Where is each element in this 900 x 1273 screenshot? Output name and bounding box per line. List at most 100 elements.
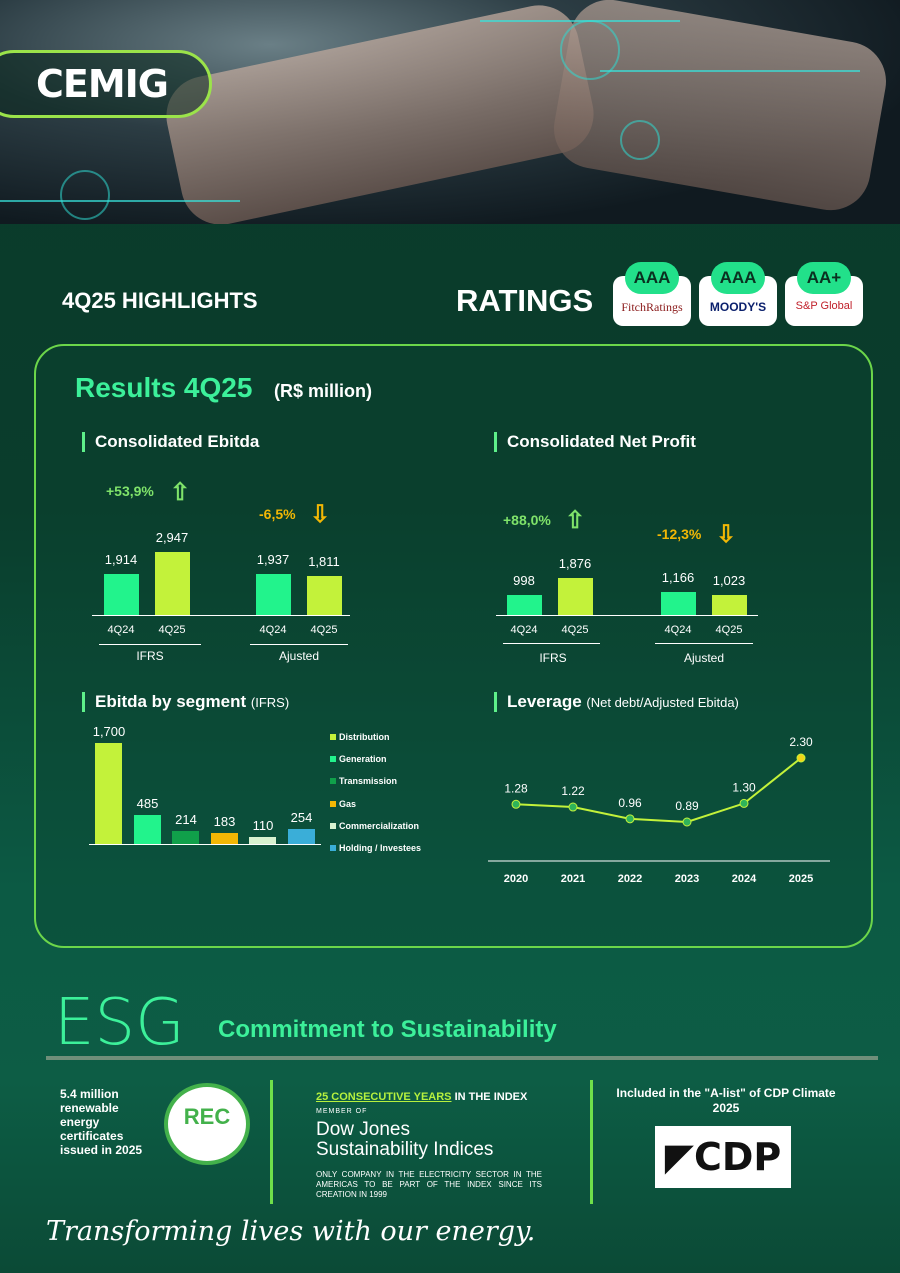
chart-bar xyxy=(558,578,593,615)
legend-label: Commercialization xyxy=(339,820,420,831)
net-profit-adj-change: -12,3% xyxy=(657,526,702,542)
data-label: 1.30 xyxy=(732,780,756,794)
x-axis xyxy=(89,844,321,845)
leverage-chart: 1.28 2020 1.22 2021 0.96 2022 0.89 2023 1.30 2024… xyxy=(488,735,830,885)
legend-swatch xyxy=(330,778,336,785)
segment-title: Ebitda by segment (IFRS) xyxy=(82,692,289,712)
tick-label: 2020 xyxy=(504,873,528,885)
divider xyxy=(270,1080,273,1204)
legend-label: Holding / Investees xyxy=(339,843,422,853)
tick-label: 4Q25 xyxy=(715,624,743,636)
cdp-logo: ◤CDP xyxy=(655,1126,791,1188)
results-card xyxy=(34,344,873,948)
esg-commitment: Commitment to Sustainability xyxy=(218,1016,557,1043)
data-label: 1,937 xyxy=(256,551,290,567)
dj-logo: Dow Jones Sustainability Indices xyxy=(316,1120,493,1160)
tick-label: 4Q24 xyxy=(664,624,692,636)
data-label: 1.28 xyxy=(504,781,528,795)
chart-bar xyxy=(661,592,696,615)
net-profit-title-text: Consolidated Net Profit xyxy=(507,432,696,451)
tick-label: 4Q24 xyxy=(259,624,287,636)
dj-name-2: Sustainability Indices xyxy=(316,1139,494,1160)
tick-label: 4Q25 xyxy=(561,624,589,636)
segment-subtitle: (IFRS) xyxy=(250,695,290,710)
group-ifrs: IFRS xyxy=(136,649,164,663)
dj-years: 25 CONSECUTIVE YEARS IN THE INDEX xyxy=(316,1091,527,1103)
agency-moodys: MOODY'S xyxy=(709,300,767,314)
arrow-down-icon: ⇩ xyxy=(716,521,737,548)
legend-label: Generation xyxy=(339,754,387,765)
dj-years-highlight: 25 CONSECUTIVE YEARS xyxy=(316,1091,452,1103)
dj-member: MEMBER OF xyxy=(316,1108,368,1115)
data-label: 1,166 xyxy=(661,570,695,585)
data-point xyxy=(568,802,578,812)
tick-label: 2025 xyxy=(789,873,813,885)
dj-note: ONLY COMPANY IN THE ELECTRICITY SECTOR I… xyxy=(316,1170,542,1199)
tick-label: 2022 xyxy=(618,873,642,885)
tick-label: 4Q25 xyxy=(158,624,186,636)
chart-bar xyxy=(104,574,139,615)
x-axis xyxy=(92,615,350,616)
chart-bar xyxy=(307,576,342,615)
dj-name-1: Dow Jones xyxy=(316,1119,410,1140)
rec-text: 5.4 million renewable energy certificate… xyxy=(60,1087,143,1157)
legend-swatch xyxy=(330,756,336,763)
rating-sp: AA+ S&P Global xyxy=(785,262,865,328)
group-line xyxy=(503,643,600,644)
data-label: 2,947 xyxy=(155,530,189,545)
segment-title-text: Ebitda by segment xyxy=(95,692,247,711)
cemig-logo: CEMIG xyxy=(36,62,169,106)
data-point xyxy=(625,814,635,824)
logo-pill xyxy=(0,50,212,118)
chart-bar xyxy=(712,594,747,615)
legend-item: Commercialization xyxy=(330,821,419,831)
legend-item: Transmission xyxy=(330,776,397,786)
legend-item: Gas xyxy=(330,799,356,809)
results-title: Results 4Q25 xyxy=(75,372,253,403)
data-label: 1.22 xyxy=(561,784,585,798)
legend-swatch xyxy=(330,734,336,740)
rec-seal xyxy=(164,1083,250,1165)
arrow-down-icon: ⇩ xyxy=(310,501,331,528)
data-point xyxy=(739,798,749,808)
arrow-up-icon: ⇧ xyxy=(170,479,191,506)
chart-bar xyxy=(287,828,315,844)
data-label: 214 xyxy=(175,812,197,828)
legend-label: Transmission xyxy=(339,776,398,787)
group-line xyxy=(99,644,201,645)
leverage-title-text: Leverage xyxy=(507,692,582,711)
data-label: 110 xyxy=(252,818,274,834)
arrow-up-icon: ⇧ xyxy=(565,507,586,534)
tick-label: 2021 xyxy=(561,873,585,885)
chart-bar xyxy=(95,743,122,844)
data-label: 1,811 xyxy=(308,554,340,570)
chart-bar xyxy=(172,831,199,844)
rating-grade: AAA xyxy=(625,262,679,294)
ebitda-title-text: Consolidated Ebitda xyxy=(95,432,260,451)
data-label: 2.30 xyxy=(789,735,813,749)
highlights-title: 4Q25 HIGHLIGHTS xyxy=(62,288,258,313)
data-label: 254 xyxy=(290,809,313,825)
legend-label: Gas xyxy=(339,798,357,809)
results-unit: (R$ million) xyxy=(274,381,372,401)
legend-item: Holding / Investees xyxy=(330,843,421,853)
data-label: 1,023 xyxy=(712,572,746,588)
ebitda-adj-change: -6,5% xyxy=(259,506,296,522)
tick-label: 4Q24 xyxy=(107,624,135,636)
chart-bar xyxy=(507,595,542,615)
data-label: 183 xyxy=(213,814,236,830)
data-point xyxy=(796,753,806,763)
legend-swatch xyxy=(330,845,336,851)
chart-bar xyxy=(256,573,291,615)
dj-in-index: IN THE INDEX xyxy=(454,1091,528,1103)
data-label: 998 xyxy=(513,573,535,589)
divider xyxy=(46,1056,878,1060)
data-label: 1,876 xyxy=(558,556,592,571)
legend-item: Distribution xyxy=(330,732,390,742)
net-profit-title: Consolidated Net Profit xyxy=(494,432,696,452)
legend-item: Generation xyxy=(330,754,387,764)
rating-moodys: AAA MOODY'S xyxy=(699,262,779,328)
data-label: 485 xyxy=(136,796,159,812)
ratings-title: RATINGS xyxy=(456,283,594,318)
legend-swatch xyxy=(330,800,336,807)
